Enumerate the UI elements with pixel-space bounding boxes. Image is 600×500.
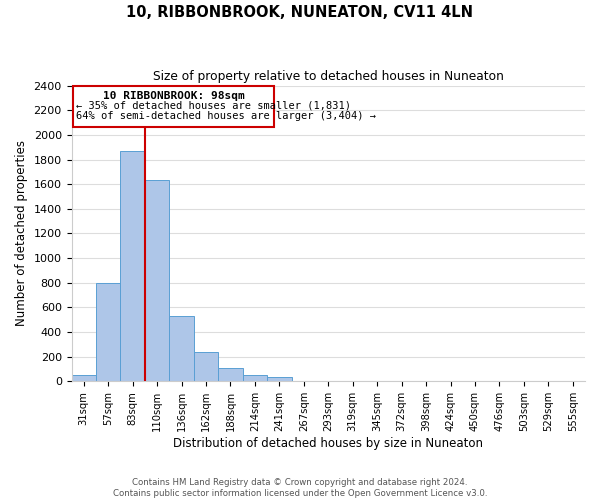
Text: 10, RIBBONBROOK, NUNEATON, CV11 4LN: 10, RIBBONBROOK, NUNEATON, CV11 4LN xyxy=(127,5,473,20)
Bar xyxy=(121,151,145,382)
Bar xyxy=(194,352,218,382)
Bar xyxy=(267,377,292,382)
Text: 64% of semi-detached houses are larger (3,404) →: 64% of semi-detached houses are larger (… xyxy=(76,111,376,121)
Bar xyxy=(242,374,267,382)
X-axis label: Distribution of detached houses by size in Nuneaton: Distribution of detached houses by size … xyxy=(173,437,483,450)
Text: Contains HM Land Registry data © Crown copyright and database right 2024.
Contai: Contains HM Land Registry data © Crown c… xyxy=(113,478,487,498)
Bar xyxy=(71,374,96,382)
Bar xyxy=(145,180,169,382)
Bar xyxy=(169,316,194,382)
Text: ← 35% of detached houses are smaller (1,831): ← 35% of detached houses are smaller (1,… xyxy=(76,101,352,111)
Bar xyxy=(218,368,242,382)
Bar xyxy=(73,86,274,127)
Bar xyxy=(96,283,121,382)
Text: 10 RIBBONBROOK: 98sqm: 10 RIBBONBROOK: 98sqm xyxy=(103,91,244,101)
Title: Size of property relative to detached houses in Nuneaton: Size of property relative to detached ho… xyxy=(153,70,504,83)
Y-axis label: Number of detached properties: Number of detached properties xyxy=(15,140,28,326)
